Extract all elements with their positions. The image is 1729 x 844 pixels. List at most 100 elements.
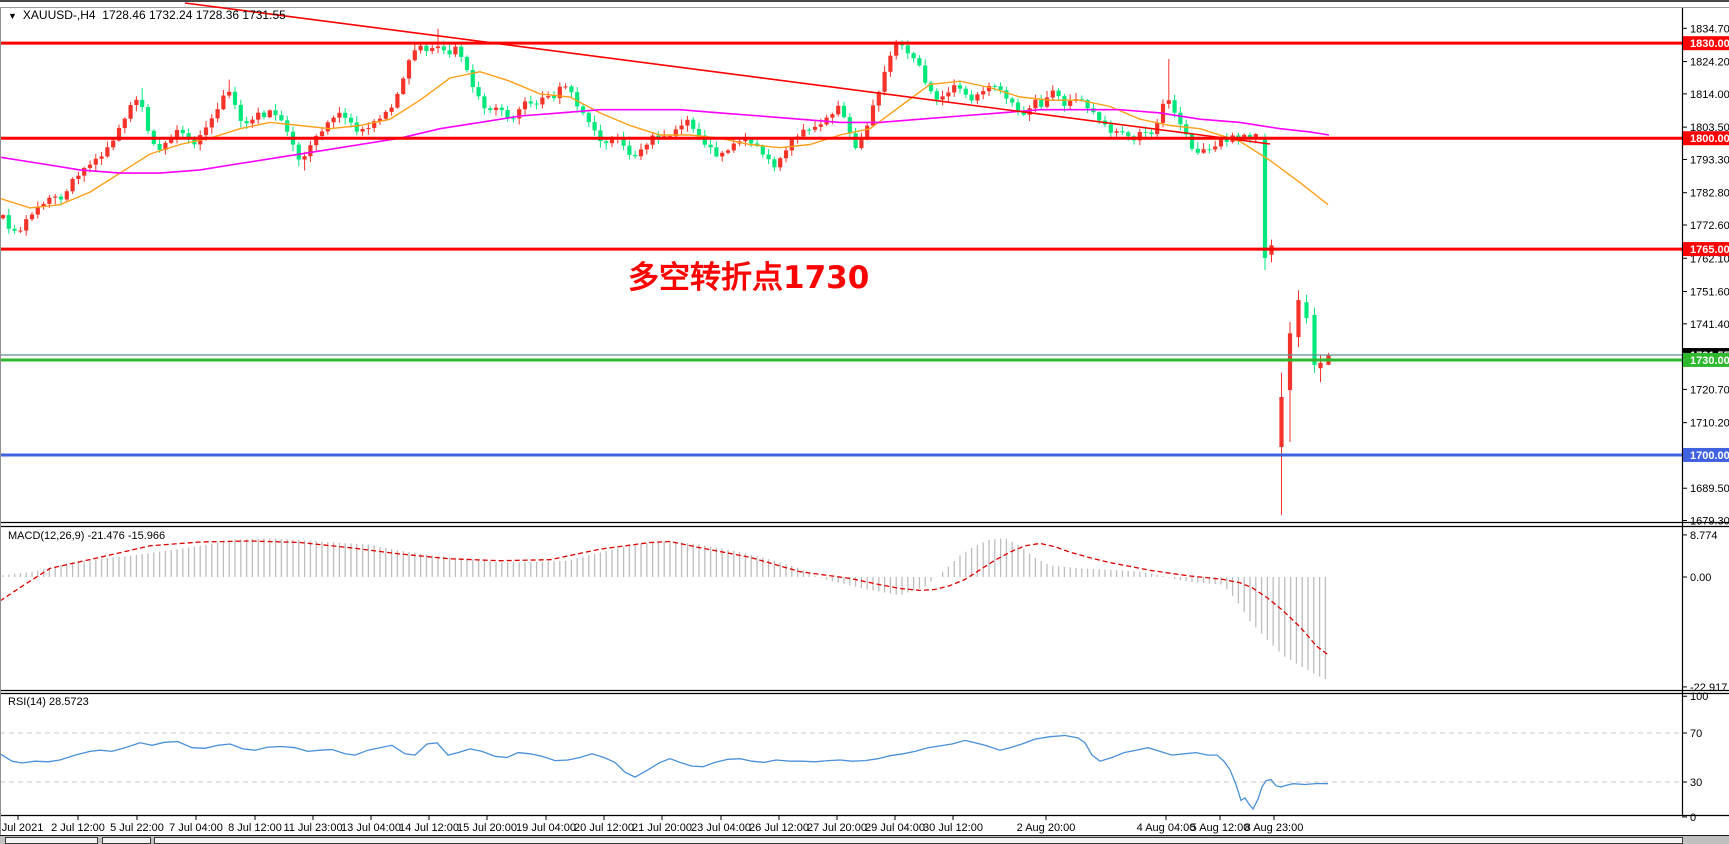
candle[interactable] [801,129,806,137]
candle[interactable] [859,138,864,148]
candle[interactable] [1279,396,1284,448]
candle[interactable] [580,106,586,113]
candle[interactable] [348,117,354,123]
candle[interactable] [1149,132,1154,135]
candle[interactable] [140,99,145,108]
candle[interactable] [435,46,441,49]
candle[interactable] [383,111,388,119]
candle[interactable] [946,92,951,97]
candle[interactable] [1195,148,1200,153]
candle[interactable] [505,110,510,119]
candle[interactable] [841,105,847,118]
candle[interactable] [76,175,81,179]
candle[interactable] [1126,132,1131,137]
candle[interactable] [64,191,69,200]
trend-line[interactable] [184,2,1271,145]
candle[interactable] [447,50,452,55]
candle[interactable] [111,140,116,148]
candle[interactable] [1166,100,1171,104]
candle[interactable] [627,145,632,155]
candle[interactable] [1213,146,1218,150]
candle[interactable] [1318,362,1323,369]
candle[interactable] [1004,90,1009,99]
candle[interactable] [609,138,615,144]
candle[interactable] [482,96,487,109]
bottom-bar-segment[interactable] [5,837,98,844]
candle[interactable] [180,129,185,134]
candle[interactable] [296,144,301,160]
candle[interactable] [853,133,858,148]
candle[interactable] [1287,333,1293,391]
candle[interactable] [70,178,75,192]
candle[interactable] [1155,122,1160,135]
candle[interactable] [778,158,783,168]
candle[interactable] [586,112,591,123]
candle[interactable] [830,114,835,118]
candle[interactable] [128,105,133,119]
candle[interactable] [354,122,359,132]
candle[interactable] [488,108,493,111]
candle[interactable] [116,127,122,141]
candle[interactable] [749,138,754,144]
candle[interactable] [957,85,963,89]
candle[interactable] [911,53,916,59]
candle[interactable] [1242,134,1247,139]
candle[interactable] [1143,132,1148,134]
candle[interactable] [963,88,968,95]
candle[interactable] [731,143,736,151]
candle[interactable] [940,96,945,100]
candle[interactable] [696,128,702,136]
candle[interactable] [546,96,551,98]
candle[interactable] [702,135,707,145]
candle[interactable] [557,86,562,99]
candle[interactable] [1108,124,1113,133]
candle[interactable] [575,92,580,107]
candle[interactable] [818,124,823,127]
candle[interactable] [215,109,220,119]
candle[interactable] [105,147,110,157]
candle[interactable] [1068,100,1073,106]
candle[interactable] [1039,99,1044,107]
candle[interactable] [760,145,765,155]
candle[interactable] [337,112,342,118]
candle[interactable] [134,99,139,106]
candle[interactable] [714,147,719,157]
candle[interactable] [563,86,568,88]
candle[interactable] [569,86,574,93]
candle[interactable] [395,93,400,108]
candle[interactable] [476,87,481,97]
candle[interactable] [865,125,870,139]
candle[interactable] [1044,97,1050,107]
candle[interactable] [517,109,522,119]
candle[interactable] [1062,96,1067,106]
candle[interactable] [1262,136,1268,258]
candle[interactable] [308,145,313,157]
candle[interactable] [992,85,997,87]
candle[interactable] [986,85,992,92]
candle[interactable] [424,45,429,51]
candle[interactable] [453,46,458,55]
candle[interactable] [1056,90,1061,97]
candle[interactable] [1172,100,1177,113]
candle[interactable] [325,122,330,132]
candle[interactable] [528,101,533,104]
candle[interactable] [145,107,151,131]
candle[interactable] [41,203,46,207]
candle[interactable] [441,46,446,51]
candle[interactable] [157,143,162,150]
candle[interactable] [1015,102,1021,111]
candle[interactable] [847,117,852,134]
symbol-dropdown-icon[interactable]: ▼ [8,11,17,21]
candle[interactable] [1033,99,1038,109]
candle[interactable] [876,91,881,106]
candle[interactable] [1137,132,1142,141]
candle[interactable] [244,120,249,124]
candle[interactable] [24,219,29,231]
candle[interactable] [917,58,922,66]
candle[interactable] [302,156,307,160]
candle[interactable] [499,107,504,111]
candle[interactable] [273,110,278,116]
candle[interactable] [331,117,336,123]
candle[interactable] [82,167,87,176]
